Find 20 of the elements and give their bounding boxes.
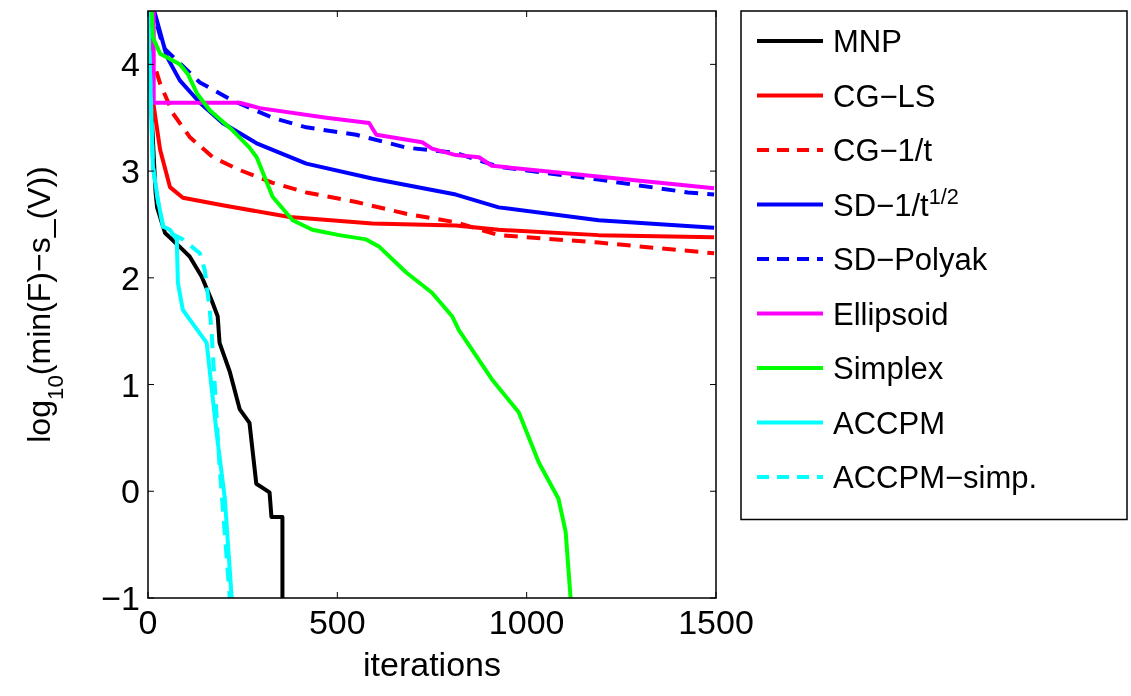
- x-tick-label: 500: [308, 603, 366, 641]
- y-tick-label: 0: [121, 472, 140, 511]
- y-tick-label: 3: [121, 152, 140, 191]
- legend-label: CG−1/t: [833, 133, 933, 168]
- line-series: [149, 11, 573, 598]
- legend-label: CG−LS: [833, 78, 936, 114]
- y-tick-label: 2: [121, 258, 140, 297]
- legend-label: ACCPM: [833, 405, 945, 441]
- legend-label: SD−1/t$^{1/2}$: [833, 183, 959, 223]
- legend-label: SD−Polyak: [833, 242, 988, 277]
- legend-label: Simplex: [833, 351, 944, 386]
- x-axis-title: iterations: [363, 645, 501, 683]
- y-tick-label: 4: [121, 45, 140, 84]
- legend-label: ACCPM−simp.: [833, 460, 1038, 495]
- x-tick-label: 1000: [488, 603, 565, 641]
- y-tick-label: 1: [121, 365, 140, 404]
- x-tick-label: 1500: [678, 603, 754, 641]
- legend-label: MNP: [833, 24, 902, 59]
- y-tick-label: −1: [101, 579, 140, 617]
- legend-label: Ellipsoid: [833, 296, 949, 332]
